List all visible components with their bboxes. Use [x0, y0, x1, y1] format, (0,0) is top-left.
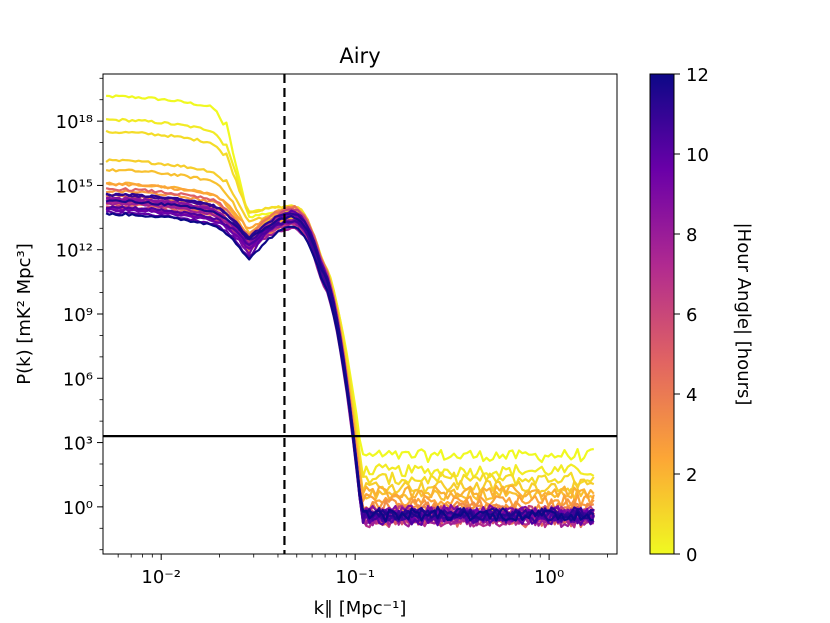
- y-axis-label: P(k) [mK² Mpc³]: [14, 243, 35, 384]
- y-tick-label: 10⁶: [63, 369, 93, 390]
- series-line: [105, 129, 595, 487]
- series-line: [105, 189, 595, 514]
- series-line: [106, 196, 595, 519]
- colorbar-tick-label: 4: [686, 385, 697, 406]
- y-tick-label: 10⁰: [63, 498, 93, 519]
- series-group: [105, 94, 595, 529]
- colorbar: 0 2 4 6 8 10 12 |Hour Angle| [hours]: [649, 65, 754, 566]
- chart-title: Airy: [339, 44, 380, 68]
- series-line: [105, 182, 595, 508]
- colorbar-label: |Hour Angle| [hours]: [733, 223, 754, 406]
- series-line: [105, 199, 595, 520]
- x-axis-label: k∥ [Mpc⁻¹]: [314, 598, 407, 619]
- series-line: [105, 212, 594, 523]
- colorbar-tick-label: 0: [686, 545, 697, 566]
- x-tick-label: 10⁻¹: [335, 567, 375, 588]
- y-tick-label: 10¹⁸: [56, 112, 93, 133]
- y-tick-label: 10³: [63, 434, 93, 455]
- series-line: [105, 202, 595, 516]
- colorbar-tick-label: 6: [686, 305, 697, 326]
- series-line: [106, 207, 595, 523]
- colorbar-tick-label: 10: [686, 145, 709, 166]
- series-line: [105, 196, 595, 526]
- series-line: [105, 206, 595, 526]
- colorbar-ticks: 0 2 4 6 8 10 12: [674, 65, 709, 566]
- series-line: [105, 192, 595, 520]
- series-line: [105, 199, 595, 527]
- colorbar-tick-label: 2: [686, 465, 697, 486]
- y-tick-label: 10¹²: [56, 241, 93, 262]
- x-axis: 10⁻² 10⁻¹ 10⁰: [117, 554, 608, 588]
- x-tick-label: 10⁰: [534, 567, 564, 588]
- colorbar-gradient-bar: [649, 73, 675, 555]
- y-tick-label: 10⁹: [63, 305, 93, 326]
- y-tick-label: 10¹⁵: [56, 176, 93, 197]
- series-line: [106, 205, 595, 526]
- colorbar-tick-label: 8: [686, 225, 697, 246]
- y-axis: 10⁰ 10³ 10⁶ 10⁹ 10¹² 10¹⁵ 10¹⁸: [56, 77, 103, 551]
- plot-area: [102, 73, 618, 555]
- colorbar-tick-label: 12: [686, 65, 709, 86]
- x-tick-label: 10⁻²: [141, 567, 181, 588]
